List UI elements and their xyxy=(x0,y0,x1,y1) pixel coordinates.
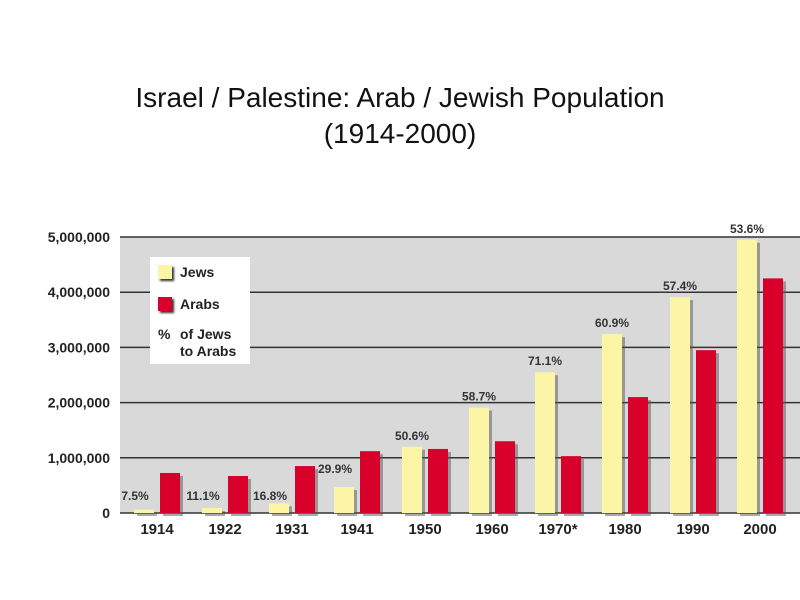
bar-arabs xyxy=(495,441,515,513)
percent-label: 16.8% xyxy=(253,489,287,503)
legend-percent-symbol: % xyxy=(158,326,171,342)
bar-jews xyxy=(469,407,489,513)
title-line: Israel / Palestine: Arab / Jewish Popula… xyxy=(135,82,665,113)
legend-percent-label-1: of Jews xyxy=(180,326,232,342)
y-tick-label: 1,000,000 xyxy=(48,450,110,466)
percent-label: 53.6% xyxy=(730,222,764,236)
percent-label: 7.5% xyxy=(121,489,149,503)
legend-swatch-arabs xyxy=(158,297,172,311)
x-tick-label: 2000 xyxy=(743,521,776,538)
chart-title: Israel / Palestine: Arab / Jewish Popula… xyxy=(0,80,800,152)
bar-arabs xyxy=(160,472,180,513)
y-tick-label: 0 xyxy=(102,505,110,521)
legend-label-jews: Jews xyxy=(180,264,215,280)
percent-label: 58.7% xyxy=(462,390,496,404)
bar-arabs xyxy=(561,456,581,513)
x-tick-label: 1931 xyxy=(275,521,308,538)
bar-jews xyxy=(134,509,154,513)
y-tick-label: 2,000,000 xyxy=(48,395,110,411)
x-tick-label: 1990 xyxy=(676,521,709,538)
subtitle-line: (1914-2000) xyxy=(323,118,477,149)
bar-jews xyxy=(535,372,555,513)
legend-swatch-jews xyxy=(158,265,172,279)
percent-label: 60.9% xyxy=(595,316,629,330)
bar-shadow xyxy=(137,512,157,516)
percent-label: 11.1% xyxy=(186,489,220,503)
x-tick-label: 1941 xyxy=(340,521,373,538)
bar-jews xyxy=(202,508,222,513)
y-tick-label: 4,000,000 xyxy=(48,284,110,300)
bar-jews xyxy=(402,446,422,513)
bar-arabs xyxy=(360,451,380,513)
bar-jews xyxy=(737,239,757,513)
x-tick-label: 1970* xyxy=(538,521,577,538)
bar-jews xyxy=(670,297,690,513)
bar-arabs xyxy=(763,278,783,513)
bar-jews xyxy=(602,334,622,513)
x-tick-label: 1914 xyxy=(140,521,174,538)
percent-label: 57.4% xyxy=(663,279,697,293)
legend: Jews Arabs % of Jews to Arabs xyxy=(150,257,250,364)
bar-arabs xyxy=(428,448,448,513)
x-tick-label: 1922 xyxy=(208,521,241,538)
y-tick-label: 3,000,000 xyxy=(48,339,110,355)
percent-label: 29.9% xyxy=(318,462,352,476)
legend-label-arabs: Arabs xyxy=(180,296,220,312)
bar-arabs xyxy=(295,466,315,513)
x-tick-label: 1960 xyxy=(475,521,508,538)
bar-arabs xyxy=(228,476,248,513)
x-axis-band xyxy=(120,513,800,541)
bar-jews xyxy=(334,487,354,513)
bar-arabs xyxy=(696,350,716,513)
x-tick-label: 1980 xyxy=(608,521,641,538)
bar-jews xyxy=(269,503,289,513)
y-tick-label: 5,000,000 xyxy=(48,229,110,245)
legend-percent-label-2: to Arabs xyxy=(180,343,237,359)
percent-label: 50.6% xyxy=(395,429,429,443)
bar-arabs xyxy=(628,397,648,513)
x-tick-label: 1950 xyxy=(408,521,441,538)
bar-shadow xyxy=(205,511,225,516)
percent-label: 71.1% xyxy=(528,354,562,368)
